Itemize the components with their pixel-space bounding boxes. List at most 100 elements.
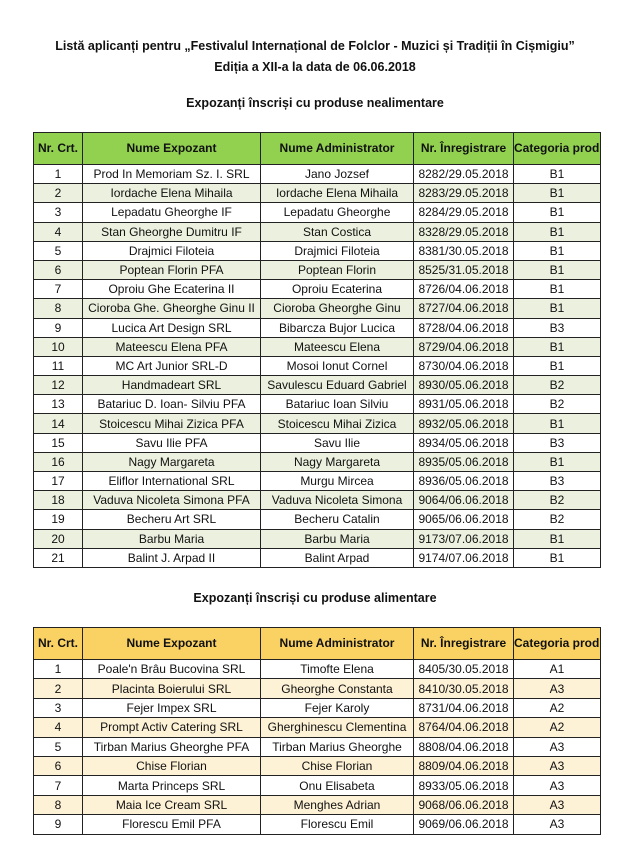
cell-categoria-produsului: B1 [513,413,601,434]
table-row: 1 Poale'n Brâu Bucovina SRL Timofte Elena 8… [33,658,601,680]
food-table: Nr. Crt. Nume Expozant Nume Administrator N… [33,627,601,835]
cell-nume-expozant: Stan Gheorghe Dumitru IF [82,221,261,242]
table-row: 5 Tirban Marius Gheorghe PFA Tirban Marius… [33,736,601,757]
cell-categoria-produsului: B3 [513,432,601,453]
cell-nume-administrator: Mosoi Ionut Cornel [260,355,414,377]
cell-nume-administrator: Bibarcza Bujor Lucica [260,317,414,338]
cell-nr-inregistrare: 8726/04.06.2018 [413,279,514,300]
cell-nume-administrator: Menghes Adrian [260,794,414,816]
cell-nr-crt: 9 [33,814,83,835]
cell-categoria-produsului: B1 [513,202,601,223]
cell-nr-inregistrare: 9069/06.06.2018 [413,814,514,835]
cell-categoria-produsului: A3 [513,736,601,757]
cell-nume-expozant: Lepadatu Gheorghe IF [82,202,261,223]
cell-nume-administrator: Tirban Marius Gheorghe [260,736,414,757]
cell-nr-inregistrare: 8283/29.05.2018 [413,183,514,204]
cell-categoria-produsului: A3 [513,814,601,835]
cell-nr-inregistrare: 8381/30.05.2018 [413,240,514,261]
cell-nume-administrator: Florescu Emil [260,814,414,835]
table-row: 9 Florescu Emil PFA Florescu Emil 9069/06.0… [33,814,601,835]
cell-nr-crt: 4 [33,717,83,738]
table-row: 14 Stoicescu Mihai Zizica PFA Stoicescu Mi… [33,413,601,434]
cell-nume-expozant: Lucica Art Design SRL [82,317,261,338]
column-header-nume-administrator: Nume Administrator [260,132,414,165]
column-header-nr-inregistrare: Nr. Înregistrare [413,132,514,165]
cell-nr-crt: 8 [33,794,83,816]
cell-nr-crt: 3 [33,697,83,719]
cell-nr-inregistrare: 8930/05.06.2018 [413,375,514,396]
cell-nr-crt: 12 [33,375,83,396]
cell-nr-inregistrare: 8728/04.06.2018 [413,317,514,338]
cell-nume-administrator: Stoicescu Mihai Zizica [260,413,414,434]
cell-nume-administrator: Gheorghe Constanta [260,678,414,699]
cell-categoria-produsului: B1 [513,336,601,357]
cell-nume-expozant: Prod In Memoriam Sz. I. SRL [82,163,261,185]
column-header-nr-crt: Nr. Crt. [33,132,83,165]
cell-nume-administrator: Onu Elisabeta [260,775,414,796]
table-row: 7 Oproiu Ghe Ecaterina II Oproiu Ecaterina… [33,279,601,300]
nonfood-heading: Expozanți înscriși cu produse nealimenta… [186,96,444,110]
cell-categoria-produsului: B3 [513,317,601,338]
cell-categoria-produsului: A2 [513,697,601,719]
table-row: 6 Poptean Florin PFA Poptean Florin 8525/31… [33,259,601,281]
cell-nr-inregistrare: 8729/04.06.2018 [413,336,514,357]
cell-nr-inregistrare: 9065/06.06.2018 [413,509,514,530]
cell-nume-administrator: Poptean Florin [260,259,414,281]
table-row: 17 Eliflor International SRL Murgu Mircea 8… [33,470,601,492]
cell-nume-expozant: Becheru Art SRL [82,509,261,530]
cell-categoria-produsului: B3 [513,470,601,492]
cell-nume-expozant: Tirban Marius Gheorghe PFA [82,736,261,757]
cell-nr-inregistrare: 8936/05.06.2018 [413,470,514,492]
cell-nume-administrator: Lepadatu Gheorghe [260,202,414,223]
cell-nume-expozant: Poptean Florin PFA [82,259,261,281]
cell-nume-expozant: Eliflor International SRL [82,470,261,492]
table-row: 19 Becheru Art SRL Becheru Catalin 9065/06.… [33,509,601,530]
cell-nume-administrator: Iordache Elena Mihaila [260,183,414,204]
table-row: 11 MC Art Junior SRL-D Mosoi Ionut Cornel 8… [33,355,601,377]
table-row: 15 Savu Ilie PFA Savu Ilie 8934/05.06.2018 B… [33,432,601,453]
cell-categoria-produsului: A3 [513,794,601,816]
cell-nume-expozant: Cioroba Ghe. Gheorghe Ginu II [82,298,261,319]
table-row: 4 Prompt Activ Catering SRL Gherghinescu C… [33,717,601,738]
document-title: Listă aplicanți pentru „Festivalul Inter… [55,39,575,53]
cell-nume-expozant: Oproiu Ghe Ecaterina II [82,279,261,300]
cell-nume-expozant: Savu Ilie PFA [82,432,261,453]
cell-nr-inregistrare: 8809/04.06.2018 [413,755,514,777]
table-row: 3 Lepadatu Gheorghe IF Lepadatu Gheorghe 82… [33,202,601,223]
column-header-categoria-produsului: Categoria produsului [513,132,601,165]
cell-nr-inregistrare: 8284/29.05.2018 [413,202,514,223]
cell-nr-inregistrare: 8932/05.06.2018 [413,413,514,434]
nonfood-table: Nr. Crt. Nume Expozant Nume Administrator N… [33,132,601,568]
cell-nume-expozant: MC Art Junior SRL-D [82,355,261,377]
cell-nr-crt: 19 [33,509,83,530]
cell-nr-inregistrare: 8934/05.06.2018 [413,432,514,453]
cell-nr-crt: 6 [33,755,83,777]
table-header-row: Nr. Crt. Nume Expozant Nume Administrator N… [33,627,601,660]
cell-nume-administrator: Jano Jozsef [260,163,414,185]
cell-nr-crt: 1 [33,163,83,185]
cell-nr-inregistrare: 8730/04.06.2018 [413,355,514,377]
column-header-nr-crt: Nr. Crt. [33,627,83,660]
cell-nr-inregistrare: 8935/05.06.2018 [413,451,514,473]
cell-nume-expozant: Prompt Activ Catering SRL [82,717,261,738]
column-header-categoria-produsului: Categoria produsului [513,627,601,660]
table-row: 6 Chise Florian Chise Florian 8809/04.06.20… [33,755,601,777]
cell-nr-inregistrare: 8727/04.06.2018 [413,298,514,319]
cell-categoria-produsului: A3 [513,678,601,699]
table-row: 8 Cioroba Ghe. Gheorghe Ginu II Cioroba Gh… [33,298,601,319]
cell-categoria-produsului: B1 [513,298,601,319]
cell-nume-expozant: Mateescu Elena PFA [82,336,261,357]
cell-nume-administrator: Cioroba Gheorghe Ginu [260,298,414,319]
cell-nr-crt: 3 [33,202,83,223]
cell-nr-crt: 4 [33,221,83,242]
table-row: 4 Stan Gheorghe Dumitru IF Stan Costica 832… [33,221,601,242]
table-row: 3 Fejer Impex SRL Fejer Karoly 8731/04.06.2… [33,697,601,719]
cell-nr-crt: 8 [33,298,83,319]
cell-nr-crt: 20 [33,528,83,549]
cell-nume-administrator: Nagy Margareta [260,451,414,473]
cell-nr-crt: 13 [33,394,83,415]
cell-nume-expozant: Iordache Elena Mihaila [82,183,261,204]
cell-nr-inregistrare: 8282/29.05.2018 [413,163,514,185]
cell-nume-expozant: Nagy Margareta [82,451,261,473]
table-row: 9 Lucica Art Design SRL Bibarcza Bujor Luc… [33,317,601,338]
